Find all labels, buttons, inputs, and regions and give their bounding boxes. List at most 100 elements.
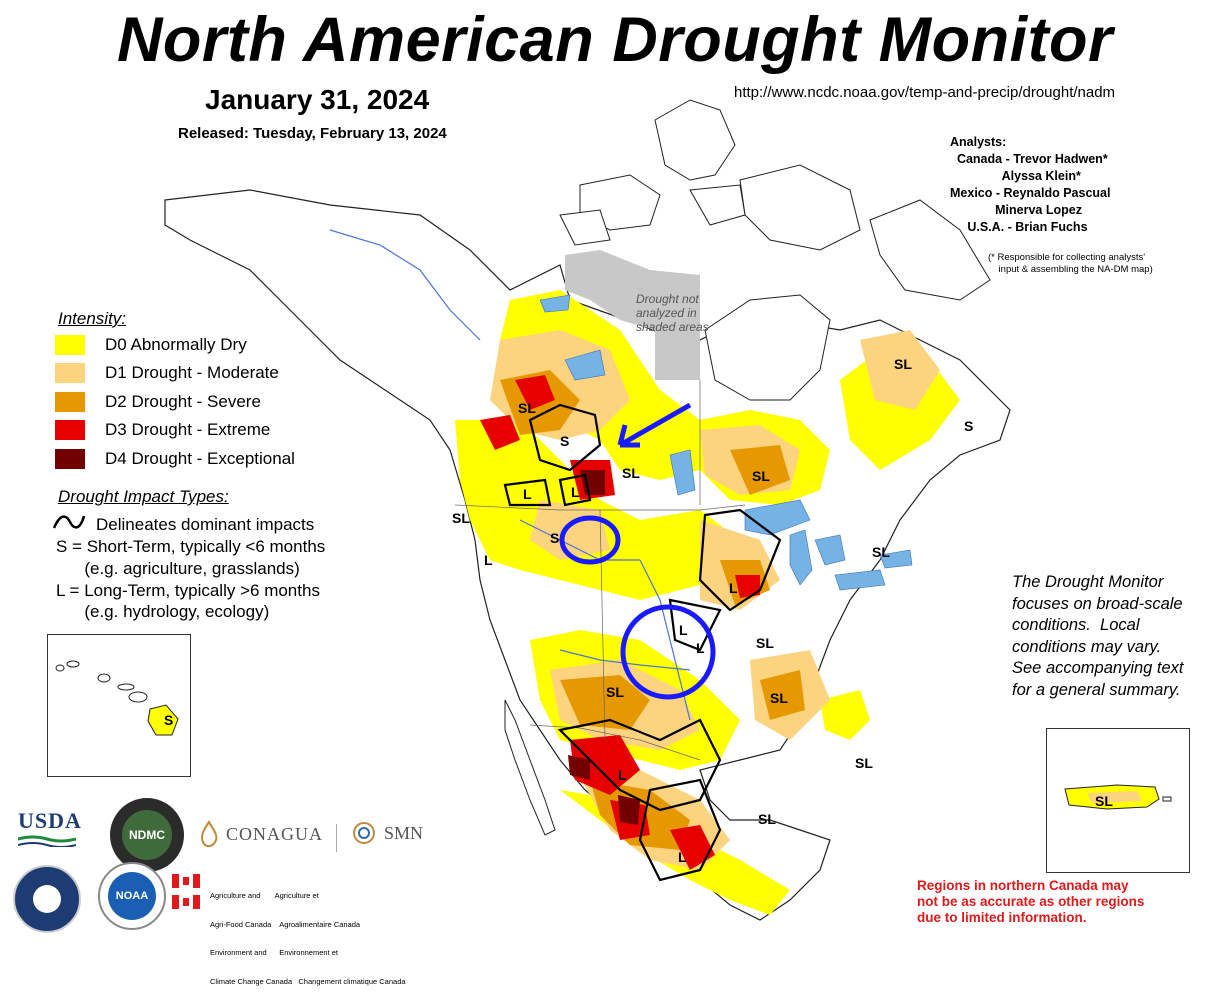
impact-legend-line: Delineates dominant impacts: [96, 515, 315, 534]
puerto-rico-impact-label: SL: [1095, 793, 1113, 809]
agency-line: Environment and Environnement et: [210, 948, 338, 957]
borders: [454, 380, 746, 761]
logo-divider: [336, 824, 337, 852]
impact-legend-title: Drought Impact Types:: [58, 487, 229, 506]
note-line: See accompanying text: [1012, 659, 1184, 677]
noaa-logo-text: NOAA: [115, 890, 149, 902]
impact-label: S: [964, 418, 974, 434]
impact-label: S: [550, 530, 560, 546]
impact-label: SL: [758, 811, 776, 827]
warning-line: Regions in northern Canada may: [917, 878, 1129, 893]
impact-label: SL: [622, 465, 640, 481]
impact-label: L: [484, 552, 493, 568]
note-line: conditions. Local: [1012, 616, 1140, 634]
impact-label: L: [696, 640, 705, 656]
legend-item-d3: D3 Drought - Extreme: [55, 417, 270, 443]
hawaii-inset: S: [47, 634, 191, 777]
legend-item-d0: D0 Abnormally Dry: [55, 332, 247, 358]
impact-label: SL: [894, 356, 912, 372]
legend-label: D4 Drought - Exceptional: [105, 449, 295, 468]
noaa-logo: NOAA: [98, 862, 166, 930]
conagua-logo-text: CONAGUA: [226, 823, 323, 844]
impact-label: L: [729, 580, 738, 596]
impact-legend-line: L = Long-Term, typically >6 months: [56, 581, 320, 600]
canada-agencies-text: Agriculture and Agriculture et Agri-Food…: [210, 872, 406, 996]
not-analyzed-note-line: analyzed in: [636, 306, 697, 320]
legend-label: D2 Drought - Severe: [105, 392, 261, 411]
legend-swatch: [55, 392, 85, 412]
usda-logo-text: USDA: [18, 808, 82, 833]
warning-line: not be as accurate as other regions: [917, 894, 1145, 909]
legend-swatch: [55, 449, 85, 469]
note-line: for a general summary.: [1012, 680, 1181, 699]
legend-label: D1 Drought - Moderate: [105, 363, 279, 382]
impact-label: SL: [770, 690, 788, 706]
drought-monitor-note: The Drought Monitor focuses on broad-sca…: [1012, 572, 1184, 701]
conagua-logo: CONAGUA: [198, 820, 323, 848]
impact-label: L: [618, 767, 627, 783]
impact-label: SL: [756, 635, 774, 651]
not-analyzed-region: [565, 250, 700, 380]
analyst-line: Mexico - Reynaldo Pascual: [950, 186, 1111, 200]
impact-label: L: [523, 486, 532, 502]
puerto-rico-inset: SL: [1046, 728, 1190, 873]
note-line: conditions may vary.: [1012, 637, 1162, 656]
note-line: The Drought Monitor: [1012, 573, 1164, 591]
legend-swatch: [55, 363, 85, 383]
legend-item-d1: D1 Drought - Moderate: [55, 360, 279, 386]
impact-label: SL: [752, 468, 770, 484]
smn-logo: SMN: [348, 820, 423, 846]
impact-label: L: [571, 484, 580, 500]
intensity-legend-title: Intensity:: [58, 309, 127, 328]
impact-boundaries: [503, 403, 782, 882]
impact-label: SL: [452, 510, 470, 526]
analysts-note: (* Responsible for collecting analysts' …: [988, 252, 1153, 275]
analyst-line: Minerva Lopez: [950, 203, 1082, 217]
impact-label: L: [678, 849, 687, 865]
analyst-line: Alyssa Klein*: [950, 169, 1081, 183]
canada-flag-icon: [172, 874, 200, 888]
note-line: focuses on broad-scale: [1012, 594, 1183, 613]
water-drop-icon: [200, 820, 218, 848]
impact-label: S: [560, 433, 570, 449]
legend-item-d4: D4 Drought - Exceptional: [55, 446, 295, 472]
impact-legend-line: (e.g. agriculture, grasslands): [56, 559, 300, 578]
impact-legend-line: S = Short-Term, typically <6 months: [56, 537, 326, 556]
agency-line: Agri-Food Canada Agroalimentaire Canada: [210, 919, 361, 929]
agency-line: Climate Change Canada Changement climati…: [210, 976, 406, 986]
warning-line: due to limited information.: [917, 910, 1087, 925]
legend-label: D3 Drought - Extreme: [105, 420, 271, 439]
northern-canada-warning: Regions in northern Canada may not be as…: [917, 878, 1144, 926]
puerto-rico-map: [1064, 784, 1172, 810]
impact-line-icon: [52, 515, 86, 529]
ndmc-logo-text: NDMC: [129, 828, 165, 842]
canada-flag-icon: [172, 895, 200, 909]
legend-swatch: [55, 335, 85, 355]
source-url[interactable]: http://www.ncdc.noaa.gov/temp-and-precip…: [734, 84, 1116, 101]
map-title: North American Drought Monitor: [116, 5, 1114, 75]
release-date: Released: Tuesday, February 13, 2024: [178, 125, 447, 142]
blue-annotations: [559, 402, 716, 700]
analyst-line: U.S.A. - Brian Fuchs: [950, 220, 1088, 234]
usda-logo: USDA: [17, 808, 82, 848]
map-date: January 31, 2024: [205, 84, 430, 115]
arctic-islands: [559, 99, 991, 301]
smn-swirl-icon: [353, 822, 375, 844]
impact-label: SL: [518, 400, 536, 416]
hawaii-map: [55, 660, 179, 736]
impact-label: SL: [855, 755, 873, 771]
legend-swatch: [55, 420, 85, 440]
agency-line: Agriculture and Agriculture et: [210, 891, 319, 900]
commerce-seal: [13, 865, 81, 933]
drought-map: [164, 99, 1011, 921]
analysts-heading: Analysts:: [950, 135, 1007, 149]
legend-item-d2: D2 Drought - Severe: [55, 389, 261, 415]
impact-label: SL: [606, 684, 624, 700]
baja-peninsula: [504, 699, 556, 836]
not-analyzed-note-line: shaded areas: [636, 320, 709, 334]
hawaii-impact-label: S: [164, 712, 174, 728]
legend-label: D0 Abnormally Dry: [105, 335, 247, 354]
analysts-block: Analysts: Canada - Trevor Hadwen* Alyssa…: [950, 134, 1110, 236]
not-analyzed-note: Drought not analyzed in shaded areas: [636, 292, 709, 334]
analyst-line: Canada - Trevor Hadwen*: [950, 152, 1108, 166]
